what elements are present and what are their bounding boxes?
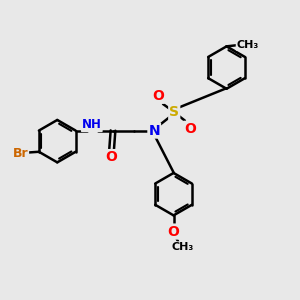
Text: O: O xyxy=(168,225,179,238)
Text: O: O xyxy=(184,122,196,136)
Text: NH: NH xyxy=(82,118,102,131)
Text: N: N xyxy=(148,124,160,138)
Text: CH₃: CH₃ xyxy=(172,242,194,252)
Text: S: S xyxy=(169,105,179,119)
Text: Br: Br xyxy=(13,147,28,160)
Text: CH₃: CH₃ xyxy=(237,40,259,50)
Text: O: O xyxy=(152,89,164,103)
Text: O: O xyxy=(106,150,118,164)
